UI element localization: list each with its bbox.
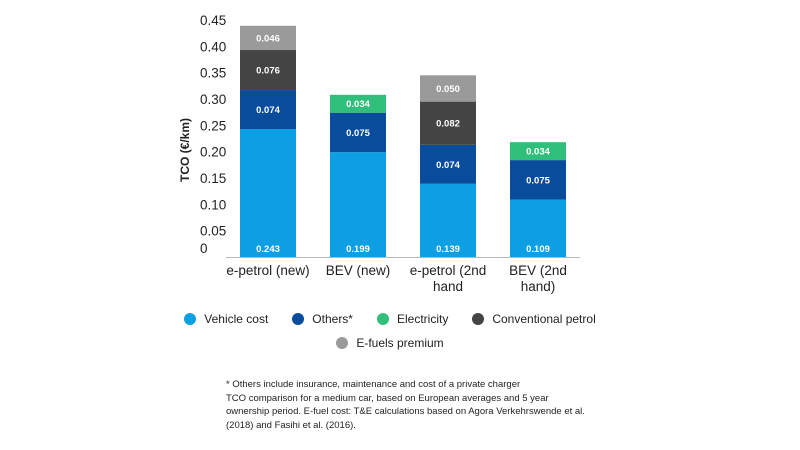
y-tick-label: 0.35 (200, 66, 226, 81)
data-label: 0.075 (526, 175, 550, 186)
bar-segment (420, 75, 476, 102)
bar-segment (240, 90, 296, 130)
bar-segment (420, 144, 476, 184)
x-category-label: hand) (521, 279, 556, 294)
data-label: 0.050 (436, 84, 460, 95)
bar-segment (420, 183, 476, 257)
y-tick-label: 0.10 (200, 197, 226, 212)
chart-notes: * Others include insurance, maintenance … (226, 378, 586, 432)
legend-swatch (184, 313, 197, 325)
x-category-label: e-petrol (2nd (410, 263, 487, 278)
legend-item: Vehicle cost (184, 312, 268, 326)
bar-segment (510, 199, 566, 257)
data-label: 0.076 (256, 66, 280, 77)
bar-segment (510, 142, 566, 161)
legend-label: Conventional petrol (492, 312, 596, 326)
data-label: 0.075 (346, 128, 370, 139)
legend-row: Vehicle cost Others* Electricity Convention… (150, 312, 630, 326)
legend-label: Vehicle cost (204, 312, 269, 326)
legend-swatch (292, 313, 305, 325)
data-label: 0.082 (436, 119, 460, 130)
legend-label: E-fuels premium (356, 336, 444, 350)
footnote-methodology: TCO comparison for a medium car, based o… (226, 392, 585, 431)
legend-item: Conventional petrol (472, 312, 596, 326)
legend-swatch (376, 313, 389, 325)
y-axis-label: TCO (€/km) (178, 118, 192, 182)
y-tick-label: 0.45 (200, 13, 226, 28)
data-label: 0.139 (436, 244, 460, 255)
bar-segment (240, 25, 296, 51)
legend-swatch (336, 337, 349, 349)
bar-segment (510, 160, 566, 200)
legend-row: E-fuels premium (150, 336, 630, 350)
x-category-label: BEV (2nd (509, 263, 567, 278)
x-category-label: BEV (new) (326, 263, 391, 278)
bar-segment (330, 152, 386, 257)
x-category-label: hand (433, 279, 463, 294)
bar-segment (330, 94, 386, 113)
legend-label: Others* (312, 312, 353, 326)
legend-item: E-fuels premium (336, 336, 444, 350)
y-tick-label: 0.25 (200, 118, 226, 133)
data-label: 0.046 (256, 33, 280, 44)
y-tick-label: 0.40 (200, 39, 226, 54)
legend-item: Others* (292, 312, 353, 326)
y-tick-label: 0 (200, 241, 208, 256)
bar-segment (330, 112, 386, 153)
legend-swatch (472, 313, 485, 325)
x-category-label: e-petrol (new) (226, 263, 309, 278)
data-label: 0.074 (436, 160, 460, 171)
data-label: 0.074 (256, 105, 280, 116)
y-tick-label: 0.05 (200, 224, 226, 239)
y-tick-label: 0.15 (200, 171, 226, 186)
legend-item: Electricity (376, 312, 449, 326)
data-label: 0.199 (346, 244, 370, 255)
stacked-bar-chart: TCO (€/km) 0 0.05 0.10 0.15 0.20 0.25 0.30 0.35… (178, 13, 580, 294)
footnote-others: * Others include insurance, maintenance … (226, 379, 521, 390)
data-label: 0.243 (256, 244, 280, 255)
legend: Vehicle cost Others* Electricity Convention… (150, 312, 630, 360)
data-label: 0.109 (526, 244, 550, 255)
data-label: 0.034 (346, 99, 370, 110)
y-tick-label: 0.30 (200, 92, 226, 107)
data-label: 0.034 (526, 147, 550, 158)
bar-segment (240, 129, 296, 257)
y-tick-label: 0.20 (200, 145, 226, 160)
legend-label: Electricity (396, 312, 449, 326)
bar-segment (420, 101, 476, 145)
bar-segment (240, 50, 296, 91)
